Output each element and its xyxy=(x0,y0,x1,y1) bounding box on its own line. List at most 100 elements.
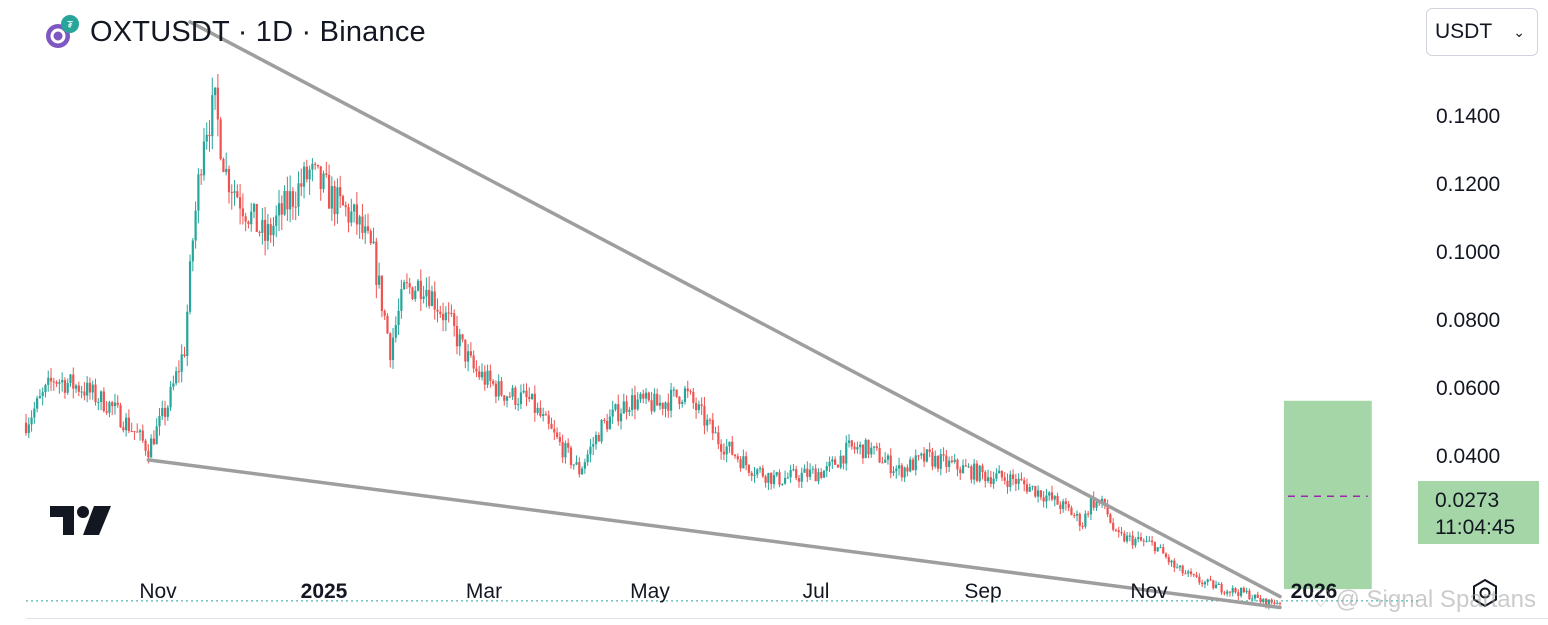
candle-body xyxy=(1209,579,1212,581)
candle-body xyxy=(450,312,453,314)
candle-body xyxy=(1056,496,1059,505)
candle-body xyxy=(1206,579,1209,583)
candle-body xyxy=(136,431,139,433)
candle-body xyxy=(603,420,606,422)
candle-body xyxy=(366,226,370,231)
candle-body xyxy=(77,385,80,392)
candle-body xyxy=(539,407,542,416)
candle-body xyxy=(1223,592,1226,594)
candle-body xyxy=(1256,594,1259,598)
candle-body xyxy=(478,371,481,378)
candle-body xyxy=(847,440,851,443)
candle-body xyxy=(472,355,475,369)
candle-body xyxy=(297,183,300,207)
candle-body xyxy=(364,226,367,233)
candle-body xyxy=(264,219,267,241)
candle-body xyxy=(133,431,136,433)
candle-body xyxy=(1156,547,1159,552)
candle-body xyxy=(213,87,217,96)
candle-body xyxy=(405,282,409,284)
candle-body xyxy=(464,339,467,362)
candle-body xyxy=(886,455,890,460)
candle-body xyxy=(550,423,553,429)
candle-body xyxy=(909,459,912,472)
candle-body xyxy=(669,389,673,411)
candle-body xyxy=(984,471,987,482)
candle-body xyxy=(892,471,895,474)
candle-body xyxy=(422,296,425,299)
candle-body xyxy=(675,389,678,397)
candle-body xyxy=(536,407,539,413)
candle-body xyxy=(383,311,386,316)
candle-body xyxy=(964,465,967,467)
candle-body xyxy=(658,402,662,406)
candle-body xyxy=(150,438,153,458)
candle-body xyxy=(814,468,817,482)
candle-body xyxy=(66,383,69,393)
candle-body xyxy=(1078,513,1081,526)
candle-body xyxy=(731,441,734,455)
candle-body xyxy=(327,174,331,209)
candle-body xyxy=(316,164,320,167)
candle-body xyxy=(750,472,753,476)
candle-body xyxy=(430,291,434,306)
candle-body xyxy=(186,311,189,357)
candle-body xyxy=(642,393,645,399)
candle-body xyxy=(177,371,181,373)
candle-body xyxy=(569,447,573,466)
candle-body xyxy=(1042,497,1045,502)
candle-body xyxy=(672,389,675,391)
candle-body xyxy=(1220,583,1223,593)
candle-body xyxy=(558,437,561,443)
candle-body xyxy=(503,395,506,401)
candle-body xyxy=(63,380,67,393)
candle-body xyxy=(283,190,286,215)
price-tick-label: 0.0400 xyxy=(1436,445,1501,468)
candle-body xyxy=(1009,474,1012,487)
candle-body xyxy=(586,454,589,463)
candle-body xyxy=(795,469,798,479)
candle-body xyxy=(1114,529,1118,531)
candle-body xyxy=(391,337,395,361)
candle-body xyxy=(661,402,664,409)
candle-body xyxy=(828,461,831,467)
candle-body xyxy=(469,351,472,356)
candle-body xyxy=(903,467,906,478)
candle-body xyxy=(294,206,297,208)
candle-body xyxy=(889,455,892,474)
candle-body xyxy=(580,468,584,475)
price-tick-label: 0.1000 xyxy=(1436,241,1501,264)
candle-body xyxy=(244,216,247,222)
candle-body xyxy=(202,141,206,176)
candle-body xyxy=(986,477,990,482)
price-tick-label: 0.1200 xyxy=(1436,173,1501,196)
candle-body xyxy=(1073,515,1076,517)
candle-body xyxy=(52,381,55,383)
candle-body xyxy=(628,409,631,412)
candle-body xyxy=(352,204,356,212)
candle-body xyxy=(252,203,256,212)
candle-body xyxy=(961,465,965,474)
candle-body xyxy=(1064,501,1068,505)
candle-body xyxy=(433,291,436,310)
candle-body xyxy=(914,455,917,471)
currency-select[interactable]: USDT ⌄ xyxy=(1426,8,1538,56)
candle-body xyxy=(91,384,94,393)
time-tick-label: Nov xyxy=(139,580,177,603)
candle-body xyxy=(1045,495,1048,502)
candle-body xyxy=(339,187,342,197)
candle-body xyxy=(1017,478,1020,484)
candle-body xyxy=(725,446,728,455)
candle-body xyxy=(494,383,498,397)
candle-body xyxy=(953,459,956,462)
candle-body xyxy=(455,325,459,347)
candle-body xyxy=(756,469,759,475)
candle-body xyxy=(1062,501,1065,510)
settings-icon[interactable] xyxy=(1470,578,1500,613)
candle-body xyxy=(1003,477,1006,481)
candle-body xyxy=(514,387,517,405)
candle-body xyxy=(834,459,837,465)
candle-body xyxy=(330,186,333,209)
candle-body xyxy=(792,469,795,471)
